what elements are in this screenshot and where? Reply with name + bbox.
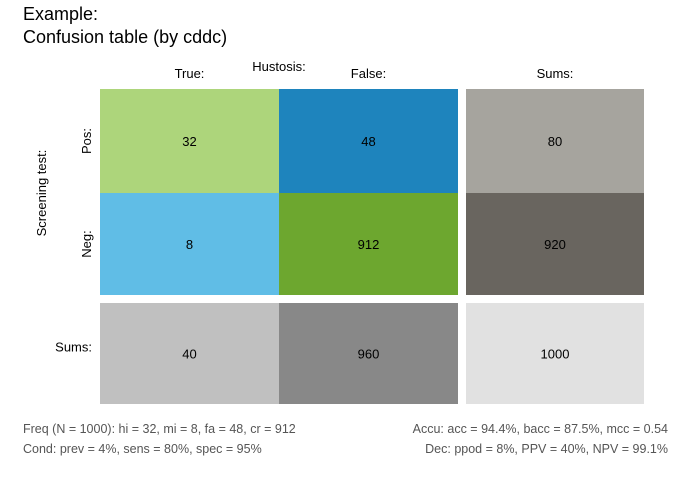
cell-rect-r2-c2: [466, 303, 644, 404]
cell-value-r0-c0: 32: [182, 134, 196, 149]
column-label-1: False:: [351, 66, 386, 81]
column-label-2: Sums:: [537, 66, 574, 81]
row-label-1: Neg:: [79, 230, 94, 257]
cell-rect-r2-c0: [100, 303, 279, 404]
chart-title-line1: Example:: [23, 4, 99, 24]
row-dimension-label: Screening test:: [34, 150, 49, 237]
cell-rect-r1-c1: [279, 193, 458, 295]
footer-cond-text: Cond: prev = 4%, sens = 80%, spec = 95%: [23, 442, 262, 456]
cell-rect-r2-c1: [279, 303, 458, 404]
cell-value-r0-c1: 48: [361, 134, 375, 149]
cell-value-r0-c2: 80: [548, 134, 562, 149]
column-label-0: True:: [175, 66, 205, 81]
cell-rect-r1-c2: [466, 193, 644, 295]
cell-rect-r0-c2: [466, 89, 644, 193]
cell-value-r2-c1: 960: [358, 347, 380, 362]
footer-freq-text: Freq (N = 1000): hi = 32, mi = 8, fa = 4…: [23, 422, 296, 436]
cell-value-r1-c2: 920: [544, 237, 566, 252]
cell-value-r2-c0: 40: [182, 347, 196, 362]
cell-value-r1-c0: 8: [186, 237, 193, 252]
cell-value-r1-c1: 912: [358, 237, 380, 252]
cell-value-r2-c2: 1000: [541, 347, 570, 362]
column-dimension-label: Hustosis:: [252, 59, 305, 74]
cell-rect-r0-c0: [100, 89, 279, 193]
row-label-2: Sums:: [55, 340, 92, 355]
cell-rect-r0-c1: [279, 89, 458, 193]
cell-rect-r1-c0: [100, 193, 279, 295]
footer-dec-text: Dec: ppod = 8%, PPV = 40%, NPV = 99.1%: [425, 442, 668, 456]
row-label-0: Pos:: [79, 128, 94, 154]
chart-title-line2: Confusion table (by cddc): [23, 27, 228, 47]
footer-accu-text: Accu: acc = 94.4%, bacc = 87.5%, mcc = 0…: [412, 422, 668, 436]
